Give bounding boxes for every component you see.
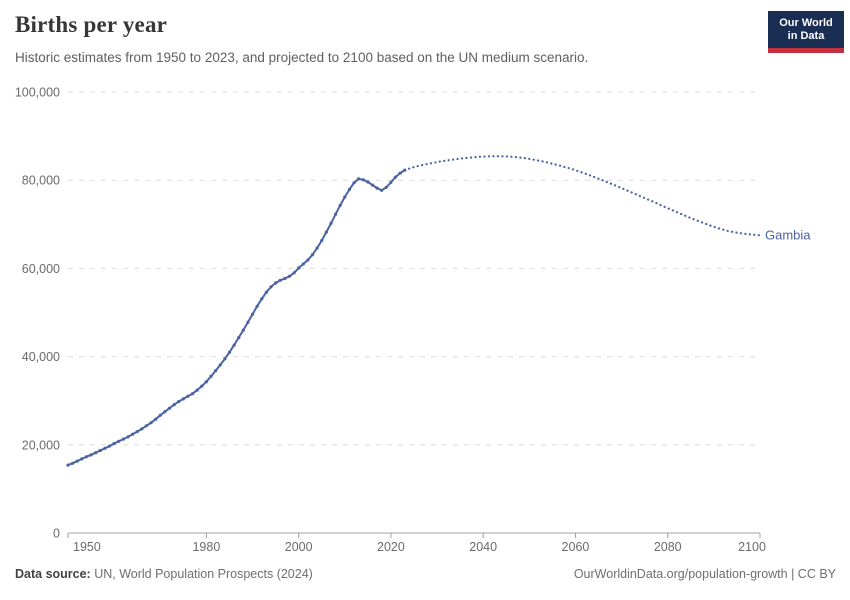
attribution-link[interactable]: OurWorldinData.org/population-growth | C… (573, 567, 836, 581)
svg-text:1980: 1980 (192, 540, 220, 554)
y-axis-labels: 0 20,000 40,000 60,000 80,000 100,000 (15, 86, 60, 541)
svg-text:2040: 2040 (469, 540, 497, 554)
page-title: Births per year (15, 12, 168, 37)
series-historic-line[interactable] (66, 168, 407, 467)
owid-logo-line1: Our World (779, 17, 833, 29)
chart-subtitle: Historic estimates from 1950 to 2023, an… (15, 50, 589, 65)
svg-text:2000: 2000 (285, 540, 313, 554)
data-source: Data source: UN, World Population Prospe… (15, 567, 313, 581)
data-source-value: UN, World Population Prospects (2024) (90, 567, 313, 581)
svg-text:80,000: 80,000 (22, 174, 60, 188)
svg-text:100,000: 100,000 (15, 86, 60, 100)
svg-text:1950: 1950 (73, 540, 101, 554)
svg-text:2080: 2080 (654, 540, 682, 554)
svg-text:0: 0 (53, 527, 60, 541)
owid-logo[interactable]: Our World in Data (768, 11, 844, 53)
svg-text:20,000: 20,000 (22, 438, 60, 452)
series-projection-line[interactable] (403, 155, 762, 237)
svg-text:2100: 2100 (738, 540, 766, 554)
series-label-gambia[interactable]: Gambia (765, 227, 811, 242)
svg-text:2020: 2020 (377, 540, 405, 554)
gridlines (68, 91, 760, 534)
svg-text:40,000: 40,000 (22, 350, 60, 364)
owid-logo-line2: in Data (787, 30, 825, 42)
x-axis: 1950 1980 2000 2020 2040 2060 2080 2100 (67, 533, 766, 554)
svg-text:60,000: 60,000 (22, 262, 60, 276)
svg-text:2060: 2060 (562, 540, 590, 554)
data-source-label: Data source: (15, 567, 91, 581)
